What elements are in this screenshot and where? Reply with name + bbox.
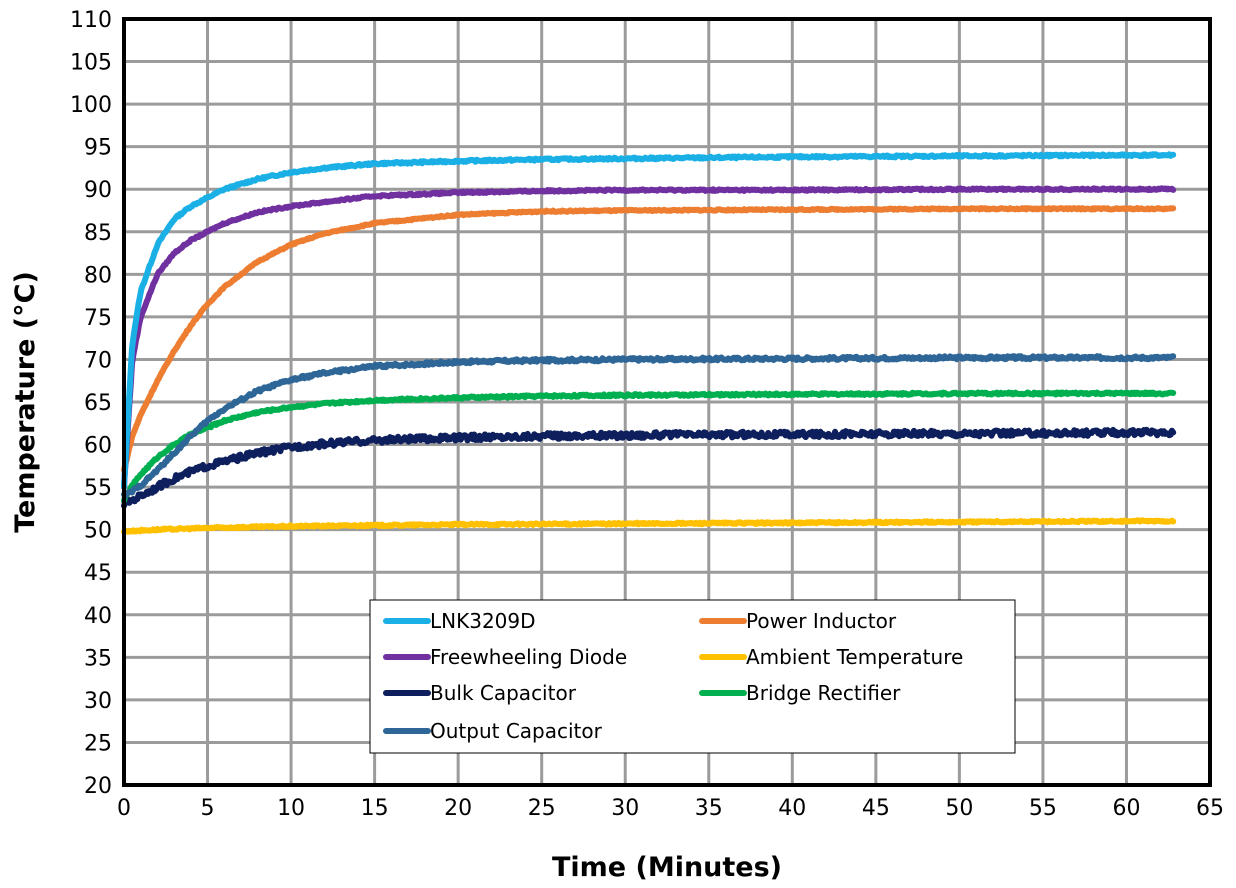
y-tick-label: 95 [84,136,112,161]
y-tick-label: 50 [84,519,112,544]
y-tick-label: 65 [84,391,112,416]
x-tick-label: 5 [201,796,215,821]
y-tick-label: 85 [84,221,112,246]
series-line [121,389,1177,504]
x-tick-label: 20 [444,796,472,821]
series-layer [121,151,1177,535]
tick-labels: 0 5 10 15 20 25 30 35 40 45 50 55 60 65 20 25 30 35 40 45 50… [70,8,1224,821]
x-tick-label: 25 [528,796,556,821]
series-line [121,205,1177,473]
y-tick-label: 70 [84,348,112,373]
x-tick-label: 30 [611,796,639,821]
series-line [121,185,1177,491]
y-tick-label: 35 [84,646,112,671]
x-tick-label: 55 [1029,796,1057,821]
x-tick-label: 65 [1196,796,1224,821]
legend-label: Power Inductor [746,609,897,633]
y-tick-label: 80 [84,263,112,288]
x-tick-label: 40 [778,796,806,821]
y-tick-label: 75 [84,306,112,331]
legend-label: Freewheeling Diode [430,645,627,669]
x-tick-label: 10 [277,796,305,821]
legend-label: Ambient Temperature [746,645,963,669]
x-axis-title: Time (Minutes) [552,852,782,883]
series-line [121,353,1177,500]
x-tick-label: 60 [1112,796,1140,821]
y-tick-label: 25 [84,731,112,756]
x-tick-label: 15 [361,796,389,821]
plot-border [122,17,1212,787]
x-tick-label: 45 [862,796,890,821]
y-tick-label: 90 [84,178,112,203]
y-tick-label: 100 [70,93,112,118]
legend-label: Output Capacitor [430,719,603,743]
x-tick-label: 50 [945,796,973,821]
y-tick-label: 110 [70,8,112,33]
y-tick-label: 40 [84,604,112,629]
legend: LNK3209D Power Inductor Freewheeling Diode… [369,599,1016,754]
series-line [121,517,1177,535]
y-tick-label: 105 [70,51,112,76]
y-tick-label: 60 [84,434,112,459]
series-line [121,151,1177,490]
x-tick-label: 0 [117,796,131,821]
x-tick-label: 35 [695,796,723,821]
legend-label: LNK3209D [430,609,536,633]
y-tick-label: 20 [84,774,112,799]
y-tick-label: 55 [84,476,112,501]
y-axis-title: Temperature (°C) [10,271,41,533]
series-line [121,426,1177,509]
legend-label: Bulk Capacitor [430,681,577,705]
y-tick-label: 30 [84,689,112,714]
legend-box [369,599,1016,754]
y-tick-label: 45 [84,561,112,586]
legend-label: Bridge Rectifier [746,681,901,705]
